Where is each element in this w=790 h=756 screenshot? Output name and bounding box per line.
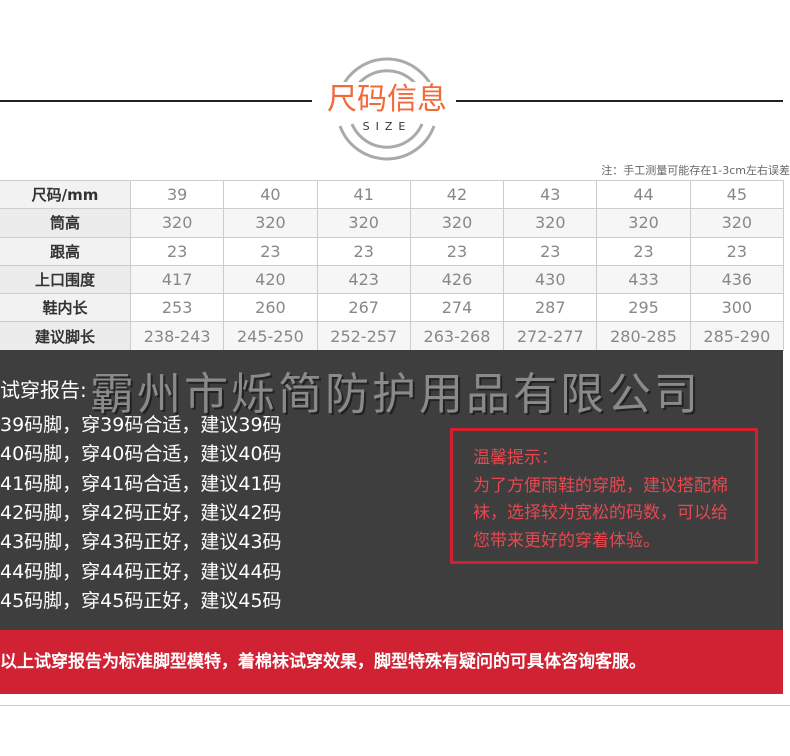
table-row: 鞋内长 253 260 267 274 287 295 300 [0,293,785,323]
table-cell: 238-243 [129,321,225,351]
table-row: 跟高 23 23 23 23 23 23 23 [0,236,785,266]
table-cell: 23 [129,236,225,266]
table-cell: 40 [223,179,318,210]
table-cell: 280-285 [596,321,691,351]
report-line: 39码脚，穿39码合适，建议39码 [0,414,282,436]
table-cell: 44 [596,179,691,210]
disclaimer-banner: 以上试穿报告为标准脚型模特，着棉袜试穿效果，脚型特殊有疑问的可具体咨询客服。 [0,630,783,694]
section-title: 尺码信息 [318,82,456,118]
table-cell: 320 [223,208,318,238]
table-cell: 23 [223,236,318,266]
table-cell: 23 [316,236,411,266]
watermark: 霸州市烁简防护用品有限公司 [90,369,701,420]
table-cell: 295 [596,293,691,323]
table-cell: 285-290 [689,321,785,351]
tip-box: 温馨提示： 为了方便雨鞋的穿脱，建议搭配棉袜，选择较为宽松的码数，可以给您带来更… [450,428,758,564]
table-cell: 272-277 [503,321,598,351]
table-cell: 436 [689,264,785,295]
section-subtitle: SIZE [362,120,412,133]
table-cell: 23 [689,236,785,266]
report-line: 44码脚，穿44码正好，建议44码 [0,560,282,583]
table-cell: 420 [223,264,318,295]
header-line-right [452,100,783,102]
table-row: 上口围度 417 420 423 426 430 433 436 [0,264,785,295]
table-cell: 42 [409,179,505,210]
table-cell: 320 [689,208,785,238]
table-cell: 23 [596,236,691,266]
table-cell: 274 [409,293,505,323]
tip-body: 为了方便雨鞋的穿脱，建议搭配棉袜，选择较为宽松的码数，可以给您带来更好的穿着体验… [473,475,728,551]
table-cell: 300 [689,293,785,323]
table-row: 尺码/mm 39 40 41 42 43 44 45 [0,179,785,210]
row-label: 建议脚长 [0,321,131,351]
table-cell: 320 [409,208,505,238]
table-cell: 41 [316,179,411,210]
table-cell: 426 [409,264,505,295]
table-row: 建议脚长 238-243 245-250 252-257 263-268 272-277 2… [0,321,785,351]
size-table: 尺码/mm 39 40 41 42 43 44 45 筒高 320 320 320 320 320 320 3… [0,179,785,351]
measurement-note: 注：手工测量可能存在1-3cm左右误差 [601,164,790,177]
report-line: 41码脚，穿41码合适，建议41码 [0,472,282,495]
table-cell: 263-268 [409,321,505,351]
divider [0,705,790,706]
header-line-left [0,100,312,102]
table-cell: 320 [596,208,691,238]
table-cell: 320 [503,208,598,238]
row-label: 鞋内长 [0,293,131,323]
table-cell: 245-250 [223,321,318,351]
report-title: 试穿报告: [0,378,87,402]
table-cell: 287 [503,293,598,323]
report-line: 42码脚，穿42码正好，建议42码 [0,501,282,524]
report-line: 40码脚，穿40码合适，建议40码 [0,443,282,466]
table-cell: 23 [409,236,505,266]
table-cell: 417 [129,264,225,295]
table-cell: 260 [223,293,318,323]
table-cell: 253 [129,293,225,323]
row-label: 上口围度 [0,264,131,295]
table-cell: 23 [503,236,598,266]
table-cell: 252-257 [316,321,411,351]
table-cell: 423 [316,264,411,295]
row-label: 筒高 [0,208,131,238]
trial-report-panel [0,350,783,630]
tip-title: 温馨提示： [473,448,558,468]
table-cell: 43 [503,179,598,210]
table-cell: 267 [316,293,411,323]
table-cell: 430 [503,264,598,295]
table-cell: 320 [316,208,411,238]
report-line: 45码脚，穿45码正好，建议45码 [0,589,282,612]
table-cell: 320 [129,208,225,238]
row-label: 跟高 [0,236,131,266]
table-cell: 39 [129,179,225,210]
table-row: 筒高 320 320 320 320 320 320 320 [0,208,785,238]
report-line: 43码脚，穿43码正好，建议43码 [0,531,282,554]
row-label: 尺码/mm [0,179,131,210]
table-cell: 433 [596,264,691,295]
table-cell: 45 [689,179,785,210]
